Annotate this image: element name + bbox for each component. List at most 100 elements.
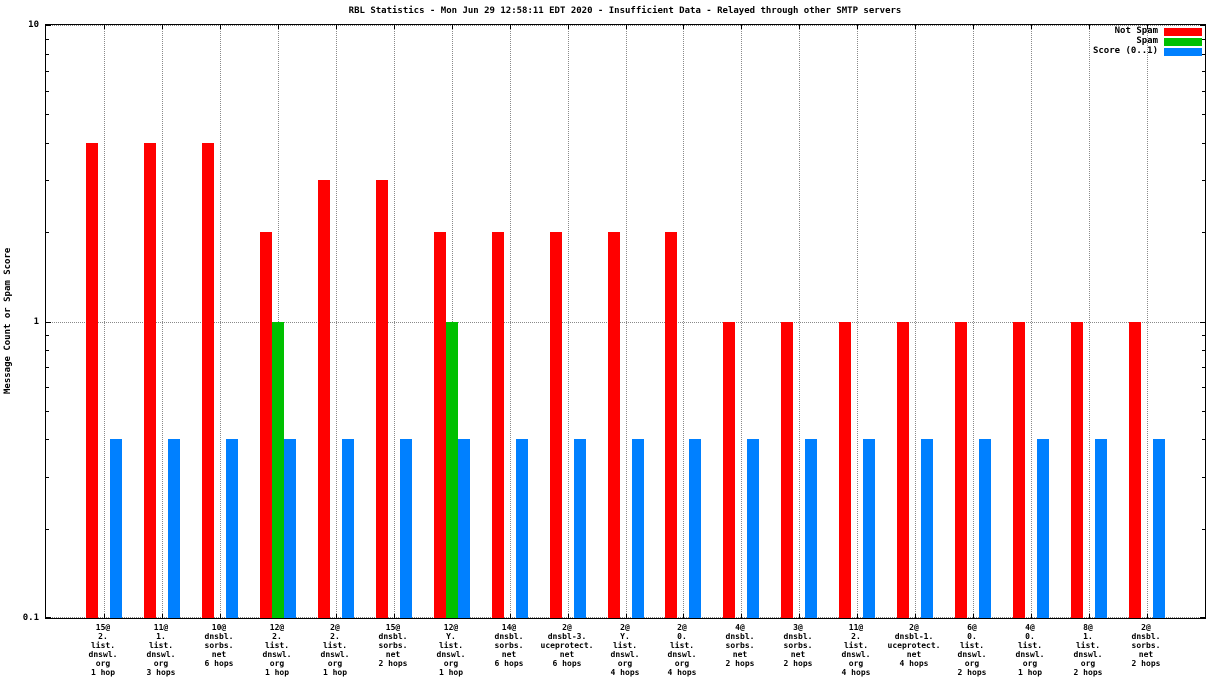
y-minor-tick — [46, 439, 49, 440]
x-tick — [799, 25, 800, 29]
x-tick — [626, 614, 627, 618]
legend-label: Score (0..1) — [1092, 46, 1158, 56]
bar-not-spam — [897, 322, 909, 618]
y-minor-tick — [46, 367, 49, 368]
x-tick — [568, 614, 569, 618]
legend-entry: Not Spam — [1093, 27, 1202, 36]
x-tick — [220, 614, 221, 618]
bar-not-spam — [86, 143, 98, 618]
bar-not-spam — [550, 232, 562, 618]
y-major-tick — [1200, 322, 1205, 323]
x-tick — [336, 614, 337, 618]
y-minor-tick — [1202, 439, 1205, 440]
x-category-label: 4@ dnsbl. sorbs. net 2 hops — [725, 623, 755, 668]
bar-score-0-1 — [805, 439, 817, 618]
bar-not-spam — [1013, 322, 1025, 618]
bar-score-0-1 — [632, 439, 644, 618]
bar-score-0-1 — [1037, 439, 1049, 618]
bar-not-spam — [1129, 322, 1141, 618]
y-minor-tick — [46, 529, 49, 530]
y-minor-tick — [1202, 91, 1205, 92]
y-minor-tick — [46, 71, 49, 72]
legend-swatch — [1164, 47, 1202, 56]
x-tick — [1147, 25, 1148, 29]
x-category-label: 2@ Y. list. dnswl. org 4 hops — [610, 623, 640, 677]
bar-score-0-1 — [342, 439, 354, 618]
y-minor-tick — [1202, 39, 1205, 40]
x-category-label: 15@ 2. list. dnswl. org 1 hop — [88, 623, 118, 677]
y-minor-tick — [46, 143, 49, 144]
bar-not-spam — [434, 232, 446, 618]
y-minor-tick — [1202, 367, 1205, 368]
y-minor-tick — [1202, 143, 1205, 144]
x-gridline — [394, 25, 395, 618]
y-tick-label: 0.1 — [22, 613, 39, 623]
bar-score-0-1 — [400, 439, 412, 618]
y-gridline — [46, 25, 1205, 26]
x-tick — [973, 25, 974, 29]
bar-score-0-1 — [458, 439, 470, 618]
x-category-label: 14@ dnsbl. sorbs. net 6 hops — [494, 623, 524, 668]
bar-score-0-1 — [921, 439, 933, 618]
y-minor-tick — [46, 477, 49, 478]
x-gridline — [857, 25, 858, 618]
bar-not-spam — [955, 322, 967, 618]
x-gridline — [1031, 25, 1032, 618]
bar-score-0-1 — [168, 439, 180, 618]
bar-score-0-1 — [516, 439, 528, 618]
x-tick — [394, 25, 395, 29]
x-gridline — [452, 25, 453, 618]
x-tick — [510, 25, 511, 29]
x-tick — [1089, 25, 1090, 29]
x-tick — [104, 614, 105, 618]
bar-score-0-1 — [863, 439, 875, 618]
x-gridline — [220, 25, 221, 618]
x-gridline — [741, 25, 742, 618]
y-minor-tick — [46, 39, 49, 40]
x-gridline — [568, 25, 569, 618]
x-tick — [683, 614, 684, 618]
x-tick — [220, 25, 221, 29]
y-major-tick — [46, 617, 51, 618]
y-minor-tick — [46, 91, 49, 92]
bar-spam — [446, 322, 458, 618]
x-tick — [452, 25, 453, 29]
y-minor-tick — [1202, 411, 1205, 412]
x-gridline — [336, 25, 337, 618]
x-tick — [857, 25, 858, 29]
x-tick — [104, 25, 105, 29]
x-category-label: 12@ 2. list. dnswl. org 1 hop — [262, 623, 292, 677]
x-gridline — [799, 25, 800, 618]
x-gridline — [683, 25, 684, 618]
x-gridline — [510, 25, 511, 618]
y-gridline — [46, 322, 1205, 323]
x-category-label: 10@ dnsbl. sorbs. net 6 hops — [204, 623, 234, 668]
y-major-tick — [46, 25, 51, 26]
y-minor-tick — [1202, 71, 1205, 72]
y-minor-tick — [1202, 335, 1205, 336]
y-tick-label: 1 — [33, 317, 39, 327]
bar-score-0-1 — [979, 439, 991, 618]
x-category-label: 2@ 0. list. dnswl. org 4 hops — [667, 623, 697, 677]
bar-score-0-1 — [1095, 439, 1107, 618]
x-tick — [626, 25, 627, 29]
bar-score-0-1 — [689, 439, 701, 618]
y-major-tick — [46, 322, 51, 323]
x-tick — [336, 25, 337, 29]
y-minor-tick — [1202, 350, 1205, 351]
x-tick — [278, 25, 279, 29]
y-minor-tick — [46, 114, 49, 115]
x-gridline — [278, 25, 279, 618]
x-tick — [741, 25, 742, 29]
plot-area — [45, 24, 1206, 619]
x-tick — [741, 614, 742, 618]
x-tick — [1031, 25, 1032, 29]
y-minor-tick — [46, 335, 49, 336]
y-gridline — [46, 617, 1205, 618]
bar-spam — [272, 322, 284, 618]
y-minor-tick — [1202, 529, 1205, 530]
y-minor-tick — [46, 350, 49, 351]
bar-score-0-1 — [1153, 439, 1165, 618]
x-category-label: 11@ 2. list. dnswl. org 4 hops — [841, 623, 871, 677]
